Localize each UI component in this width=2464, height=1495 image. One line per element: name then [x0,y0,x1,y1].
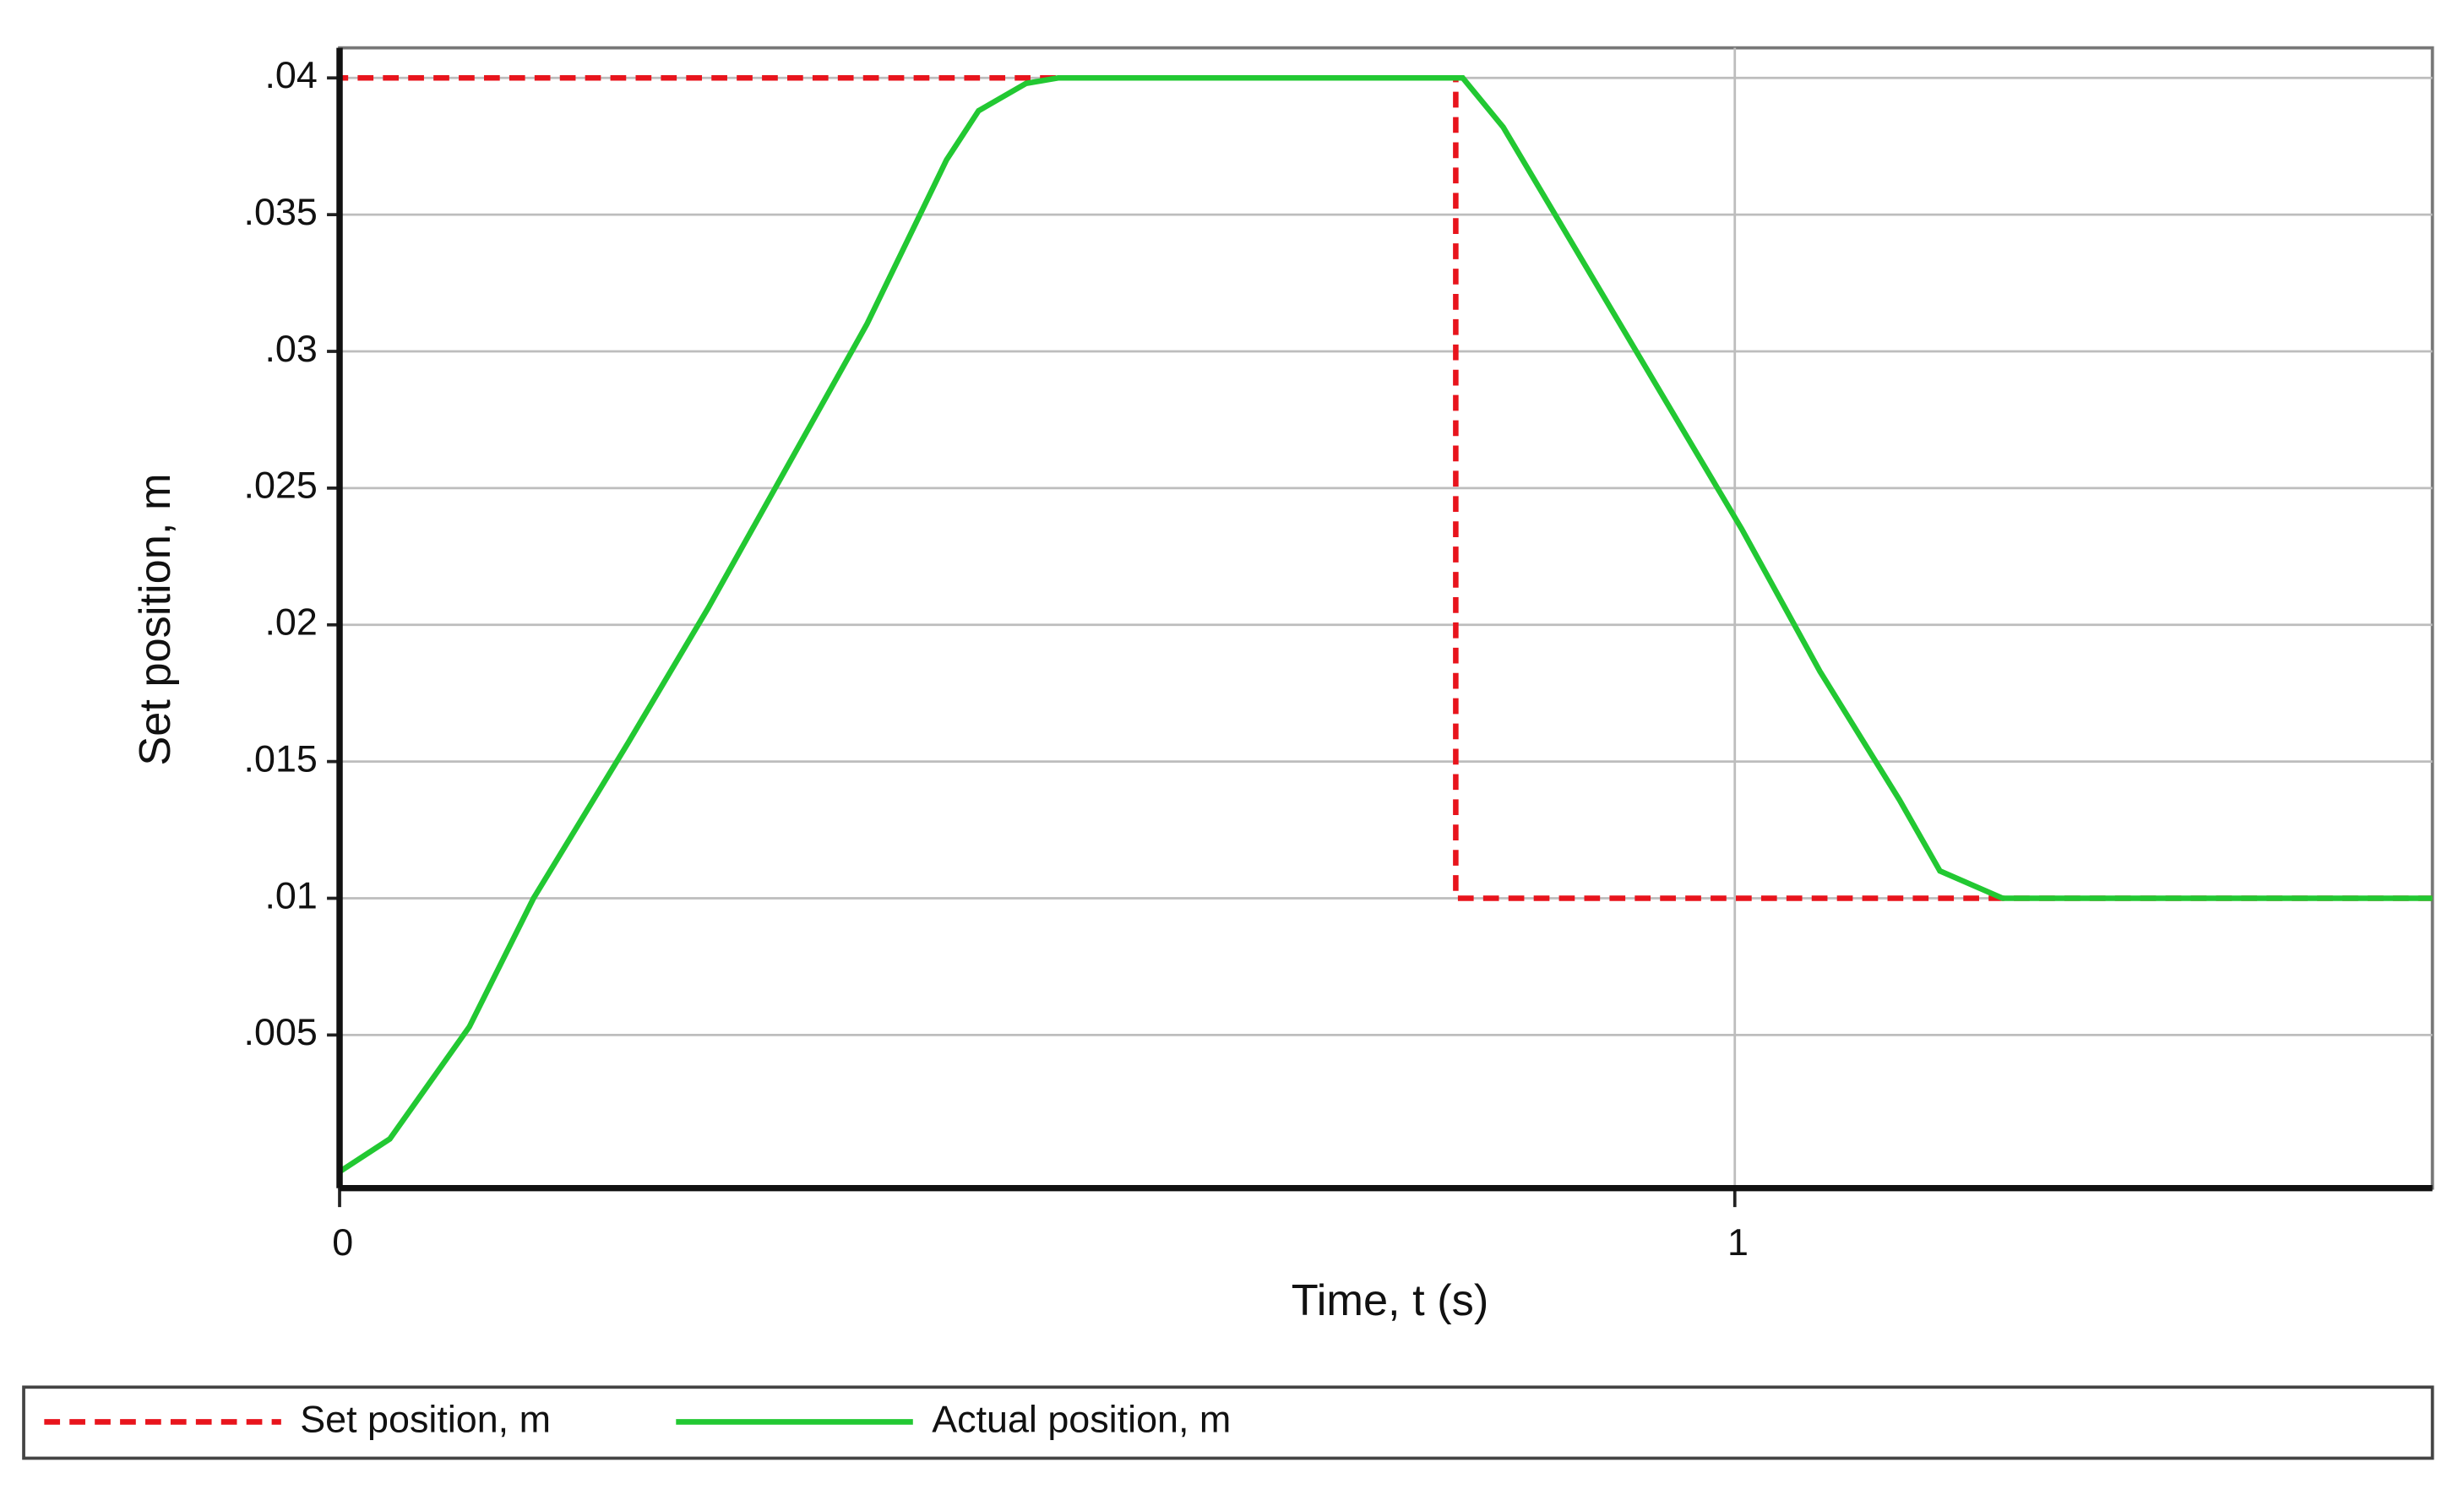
axes: .005 .01 .015 .02 .025 .03 .035 .04 0 1 [244,47,2433,1264]
y-tick-label: .005 [244,1010,318,1053]
y-tick-label: .03 [264,327,317,370]
y-tick-label: .015 [244,737,318,780]
y-tick-label: .01 [264,873,317,916]
series-line [338,74,2433,1175]
legend-label: Actual position, m [932,1397,1231,1440]
y-axis-label: Set position, m [131,473,180,765]
x-axis-label: Time, t (s) [1292,1276,1489,1325]
plot-frame [338,46,2434,1190]
y-tick-label: .025 [244,464,318,507]
lines [336,74,2433,1175]
legend-box [22,1385,2434,1460]
y-tick-label: .035 [244,190,318,233]
legend-label: Set position, m [300,1397,551,1440]
y-tick-label: .04 [264,53,317,96]
y-tick-label: .02 [264,601,317,644]
x-tick-label: 1 [1727,1220,1749,1264]
x-tick-label: 0 [332,1220,353,1264]
